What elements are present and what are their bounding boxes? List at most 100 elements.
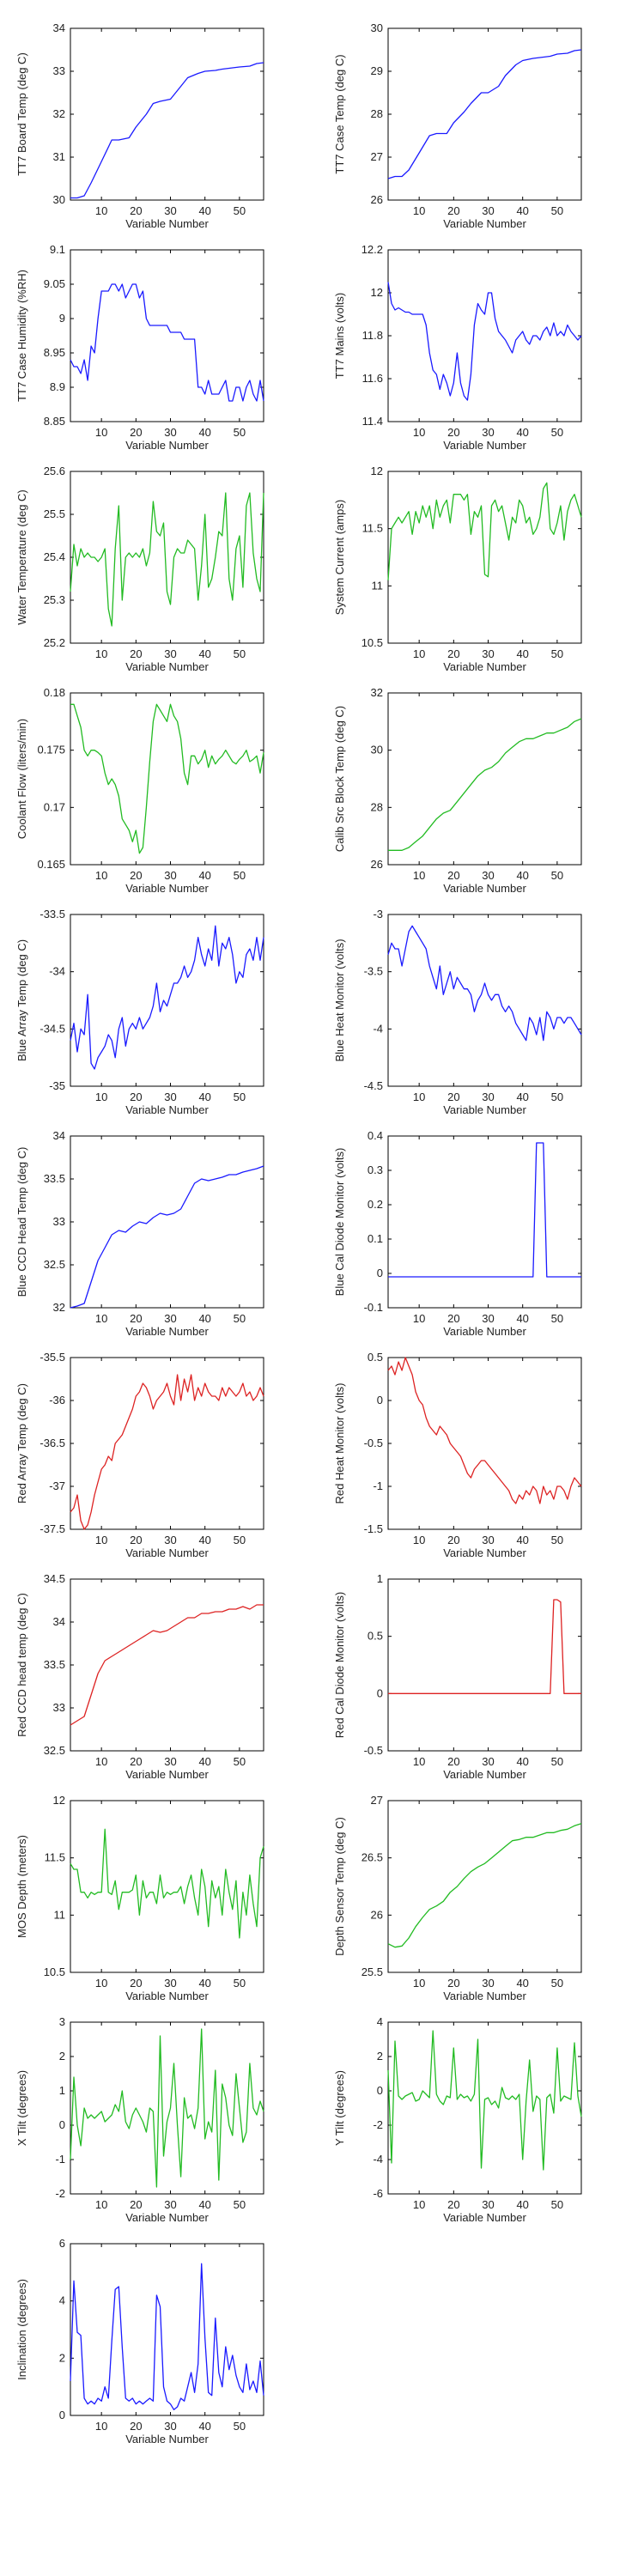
y-tick-label: 1 xyxy=(59,2084,65,2097)
series-line xyxy=(70,1604,264,1726)
x-tick-label: 40 xyxy=(516,869,528,882)
series-line xyxy=(387,925,582,1042)
y-tick-label: 0.17 xyxy=(44,800,65,813)
x-tick-label: 50 xyxy=(551,1091,563,1103)
x-tick-label: 20 xyxy=(130,204,142,217)
plot-frame xyxy=(387,692,582,866)
x-tick-label: 10 xyxy=(413,869,425,882)
plot-frame xyxy=(70,2243,264,2416)
y-tick-label: 31 xyxy=(53,150,65,163)
y-tick-label: 0 xyxy=(59,2118,65,2131)
y-tick-label: 0 xyxy=(377,1686,383,1699)
y-tick-label: 8.85 xyxy=(44,415,65,428)
x-tick-label: 40 xyxy=(516,1755,528,1768)
y-tick-label: 26 xyxy=(371,858,383,871)
chart-panel-20: -6 -4 -2 0 2 4 10 20 30 40 50 Variable Number Y Tilt… xyxy=(333,2015,582,2224)
x-tick-label: 30 xyxy=(482,1312,494,1325)
x-tick-label: 10 xyxy=(95,1977,107,1990)
x-axis-label: Variable Number xyxy=(443,660,526,673)
x-tick-label: 30 xyxy=(164,1534,176,1546)
x-tick-label: 10 xyxy=(413,1091,425,1103)
chart-panel-13: -37.5 -37 -36.5 -36 -35.5 10 20 30 40 50 Variable … xyxy=(15,1351,264,1559)
plot-frame xyxy=(387,249,582,422)
x-axis-label: Variable Number xyxy=(125,2211,209,2224)
chart-panel-4: 11.4 11.6 11.8 12 12.2 10 20 30 40 50 Variable Num… xyxy=(333,243,582,452)
y-tick-label: 10.5 xyxy=(44,1965,65,1978)
y-tick-label: 0.175 xyxy=(37,744,65,756)
y-axis-label: TT7 Case Humidity (%RH) xyxy=(15,270,28,402)
y-tick-label: -35.5 xyxy=(39,1351,65,1364)
plot-frame xyxy=(387,1578,582,1752)
x-axis-label: Variable Number xyxy=(125,1103,209,1116)
y-tick-label: 0.5 xyxy=(368,1630,383,1643)
x-tick-label: 30 xyxy=(482,426,494,439)
x-tick-label: 20 xyxy=(447,1534,459,1546)
chart-panel-5: 25.2 25.3 25.4 25.5 25.6 10 20 30 40 50 Variable N… xyxy=(15,465,264,673)
plot-frame xyxy=(70,1578,264,1752)
x-tick-label: 50 xyxy=(234,1312,246,1325)
y-tick-label: 25.5 xyxy=(361,1965,383,1978)
x-tick-label: 10 xyxy=(413,426,425,439)
y-tick-label: 0 xyxy=(377,1267,383,1279)
x-tick-label: 20 xyxy=(130,1091,142,1103)
chart-panel-2: 26 27 28 29 30 10 20 30 40 50 Variable Number TT7 C… xyxy=(333,21,582,230)
y-tick-label: 11.4 xyxy=(362,415,383,428)
x-tick-label: 40 xyxy=(516,647,528,660)
x-tick-label: 30 xyxy=(164,869,176,882)
y-tick-label: 0.2 xyxy=(368,1198,383,1211)
x-axis-label: Variable Number xyxy=(125,217,209,230)
plot-frame xyxy=(387,1800,582,1973)
x-tick-label: 30 xyxy=(164,647,176,660)
y-tick-label: 25.6 xyxy=(44,465,65,477)
x-tick-label: 40 xyxy=(516,204,528,217)
x-axis-label: Variable Number xyxy=(125,882,209,895)
x-tick-label: 50 xyxy=(234,2420,246,2433)
y-tick-label: 0 xyxy=(377,1394,383,1406)
x-tick-label: 20 xyxy=(447,426,459,439)
y-tick-label: 8.95 xyxy=(44,346,65,359)
y-tick-label: -4 xyxy=(373,2153,383,2166)
y-tick-label: 2 xyxy=(377,2050,383,2063)
x-tick-label: 20 xyxy=(130,869,142,882)
x-tick-label: 40 xyxy=(198,426,210,439)
x-tick-label: 30 xyxy=(164,1091,176,1103)
x-tick-label: 10 xyxy=(95,1312,107,1325)
x-tick-label: 40 xyxy=(198,647,210,660)
x-tick-label: 20 xyxy=(447,2198,459,2211)
y-tick-label: 25.5 xyxy=(44,507,65,520)
x-axis-label: Variable Number xyxy=(125,1546,209,1559)
y-tick-label: 0.5 xyxy=(368,1351,383,1364)
y-tick-label: 11.6 xyxy=(362,372,383,385)
y-tick-label: 9 xyxy=(59,312,65,325)
x-tick-label: 20 xyxy=(130,1534,142,1546)
y-tick-label: 12 xyxy=(53,1794,65,1807)
x-tick-label: 50 xyxy=(234,1977,246,1990)
x-tick-label: 50 xyxy=(551,426,563,439)
x-tick-label: 10 xyxy=(413,2198,425,2211)
x-tick-label: 50 xyxy=(234,426,246,439)
y-tick-label: 4 xyxy=(59,2294,65,2307)
x-axis-label: Variable Number xyxy=(443,882,526,895)
x-tick-label: 40 xyxy=(198,1755,210,1768)
plot-frame xyxy=(387,27,582,201)
x-tick-label: 40 xyxy=(516,426,528,439)
x-tick-label: 50 xyxy=(234,647,246,660)
x-tick-label: 30 xyxy=(482,2198,494,2211)
x-tick-label: 10 xyxy=(413,1755,425,1768)
chart-panel-21: 0 2 4 6 10 20 30 40 50 Variable Number Inclination… xyxy=(15,2237,264,2445)
x-tick-label: 30 xyxy=(482,1091,494,1103)
chart-panel-17: 10.5 11 11.5 12 10 20 30 40 50 Variable Number MOS… xyxy=(15,1794,264,2002)
x-tick-label: 20 xyxy=(130,2198,142,2211)
x-tick-label: 50 xyxy=(234,2198,246,2211)
y-tick-label: -2 xyxy=(373,2118,383,2131)
y-tick-label: -36.5 xyxy=(39,1437,65,1449)
x-tick-label: 20 xyxy=(447,1312,459,1325)
chart-panel-11: 32 32.5 33 33.5 34 10 20 30 40 50 Variable Number B… xyxy=(15,1129,264,1338)
y-axis-label: X Tilt (degrees) xyxy=(15,2070,28,2146)
series-line xyxy=(388,1599,581,1694)
y-tick-label: 0.3 xyxy=(368,1163,383,1176)
x-tick-label: 20 xyxy=(447,204,459,217)
y-tick-label: 2 xyxy=(59,2050,65,2063)
y-tick-label: 9.1 xyxy=(50,243,65,256)
x-tick-label: 40 xyxy=(198,1977,210,1990)
